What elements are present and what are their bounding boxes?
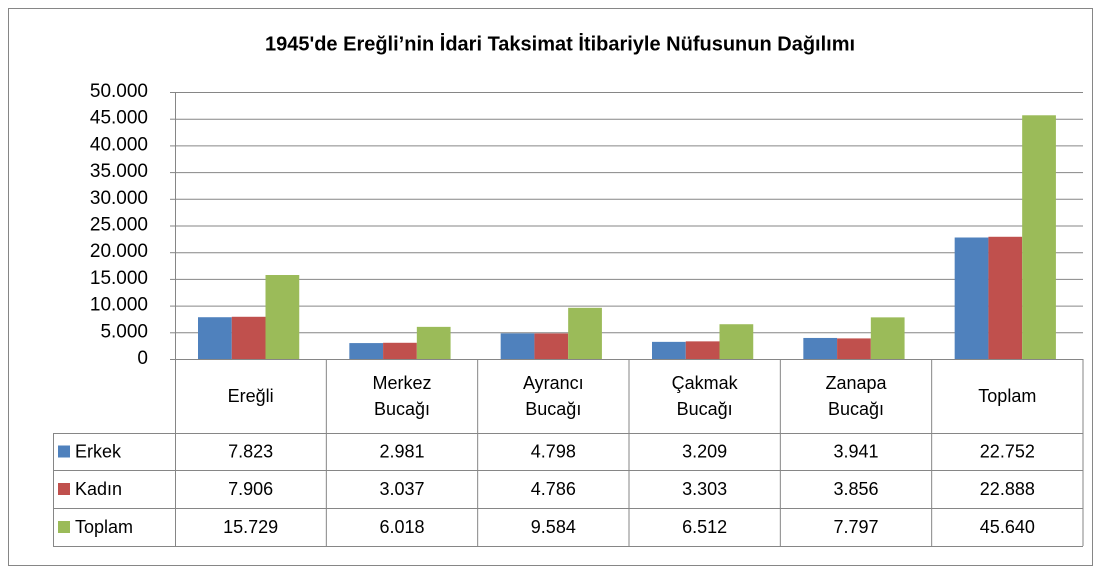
legend-swatch [58, 445, 70, 458]
chart-border [8, 8, 1093, 566]
legend-swatch [58, 483, 70, 495]
category-label: Zanapa Bucağı [780, 359, 931, 433]
category-text: Merkez Bucağı [372, 373, 432, 419]
table-value: 7.823 [228, 441, 273, 461]
category-text: Zanapa Bucağı [825, 373, 887, 419]
table-value: 22.752 [980, 441, 1035, 461]
table-value: 45.640 [980, 517, 1035, 537]
bar [568, 307, 602, 359]
table-value: 7.906 [228, 479, 273, 499]
category-label: Toplam [932, 359, 1083, 433]
bar [231, 316, 266, 359]
category-text: Ereğli [227, 386, 274, 406]
table-value: 3.209 [682, 441, 727, 461]
category-label: Ayrancı Bucağı [478, 359, 629, 433]
category-text: Ayrancı Bucağı [522, 373, 584, 419]
category-label: Ereğli [175, 359, 326, 433]
bar [416, 326, 451, 359]
legend-label: Erkek [75, 441, 122, 461]
category-text: Çakmak Bucağı [671, 373, 738, 419]
bar [652, 341, 686, 359]
bar [685, 341, 720, 359]
legend-label: Toplam [75, 517, 133, 537]
y-tick-label: 15.000 [90, 268, 148, 289]
bar [837, 338, 871, 359]
category-text: Toplam [978, 386, 1037, 406]
bar [870, 317, 905, 359]
y-tick-label: 45.000 [90, 108, 148, 129]
table-value: 4.798 [531, 441, 576, 461]
table-value: 15.729 [223, 517, 278, 537]
table-value: 9.584 [531, 517, 576, 537]
y-tick-label: 0 [137, 348, 148, 369]
table-value: 3.037 [379, 479, 424, 499]
y-tick-label: 25.000 [90, 215, 148, 236]
chart-title: 1945'de Ereğli’nin İdari Taksimat İtibar… [265, 32, 855, 55]
bar [383, 342, 417, 359]
bar [349, 343, 384, 359]
category-label: Çakmak Bucağı [629, 359, 780, 433]
y-tick-label: 10.000 [90, 295, 148, 316]
table-value: 3.303 [682, 479, 727, 499]
table-value: 3.856 [833, 479, 878, 499]
table-value: 2.981 [379, 441, 424, 461]
bar [719, 324, 754, 359]
bar [534, 333, 569, 359]
bar [954, 237, 989, 359]
y-tick-label: 40.000 [90, 134, 148, 155]
table-value: 22.888 [980, 479, 1035, 499]
legend-swatch [58, 521, 70, 533]
category-label: Merkez Bucağı [326, 359, 477, 433]
y-tick-label: 35.000 [90, 161, 148, 182]
table-value: 4.786 [531, 479, 576, 499]
y-tick-label: 30.000 [90, 188, 148, 209]
y-tick-label: 50.000 [90, 81, 148, 102]
bar [500, 333, 535, 359]
table-value: 3.941 [833, 441, 878, 461]
bar [198, 317, 232, 359]
table-value: 6.512 [682, 517, 727, 537]
y-tick-label: 20.000 [90, 241, 148, 262]
y-tick-label: 5.000 [100, 321, 148, 342]
bar [988, 236, 1023, 359]
bar [265, 275, 300, 359]
table-value: 7.797 [833, 517, 878, 537]
bar [803, 337, 838, 359]
bar [1022, 115, 1056, 359]
legend-label: Kadın [75, 479, 122, 499]
table-value: 6.018 [379, 517, 424, 537]
